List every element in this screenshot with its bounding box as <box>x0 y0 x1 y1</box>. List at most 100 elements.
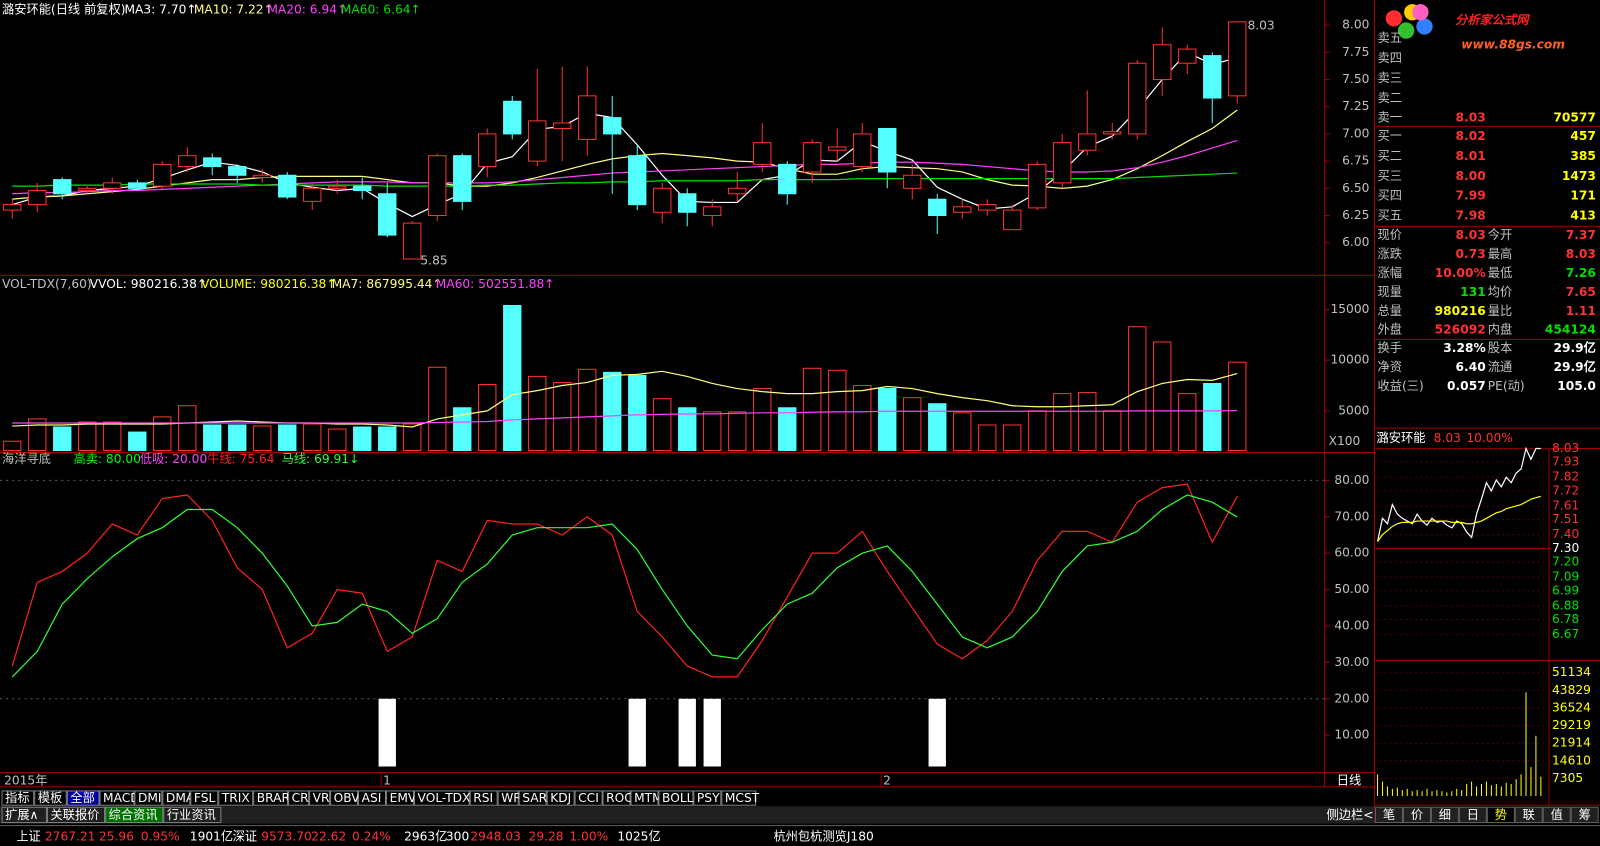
indicator-tab-label[interactable]: CR <box>292 791 310 805</box>
candle-body <box>803 142 822 173</box>
indicator-tab[interactable] <box>162 790 191 806</box>
side-tab-label[interactable]: 日 <box>1467 808 1479 822</box>
side-tab[interactable] <box>1570 806 1599 824</box>
info-tab-label[interactable]: 综合资讯 <box>109 807 158 822</box>
y-tick-label: 8.03 <box>1552 441 1579 455</box>
indicator-tab-label[interactable]: FSL <box>194 791 216 805</box>
indicator-tab-label[interactable]: RSI <box>473 791 493 805</box>
side-tab[interactable] <box>1486 806 1515 824</box>
indicator-tab-label[interactable]: MCST <box>725 791 760 805</box>
stat-label: 均价 <box>1488 285 1512 299</box>
indicator-tab-label[interactable]: 指标 <box>5 790 29 805</box>
y-tick-label: 60.00 <box>1334 546 1369 560</box>
candle-body <box>928 198 947 217</box>
info-tab-label[interactable]: 关联报价 <box>51 807 100 822</box>
volume-bar <box>853 384 872 452</box>
indicator-tab-label[interactable]: VR <box>313 791 330 805</box>
stat-label: 净资 <box>1378 360 1402 374</box>
indicator-tab[interactable] <box>469 790 498 806</box>
indicator-tab-label[interactable]: DMA <box>166 791 195 805</box>
indicator-tab[interactable] <box>386 790 414 806</box>
period-label[interactable]: 日线 <box>1337 773 1361 787</box>
indicator-tab[interactable] <box>358 790 387 806</box>
side-tab-label[interactable]: 联 <box>1523 808 1535 822</box>
info-tab[interactable] <box>1 806 47 824</box>
candle-body <box>578 95 597 140</box>
indicator-tab[interactable] <box>574 790 603 806</box>
info-tab-label[interactable]: 行业资讯 <box>167 808 216 822</box>
indicator-tab[interactable] <box>309 790 331 806</box>
indicator-tab-label[interactable]: BOLL <box>662 791 694 805</box>
indicator-tab[interactable] <box>330 790 359 806</box>
indicator-tab[interactable] <box>602 790 631 806</box>
volume-bar <box>928 403 947 452</box>
indicator-tab[interactable] <box>413 790 470 806</box>
indicator-tab[interactable] <box>99 790 135 806</box>
side-tab-label[interactable]: 值 <box>1551 807 1563 822</box>
stat-label: 内盘 <box>1488 322 1512 337</box>
indicator-tab[interactable] <box>34 790 67 806</box>
indicator-tab-label[interactable]: ASI <box>362 791 382 805</box>
info-tab[interactable] <box>105 806 164 824</box>
indicator-tab[interactable] <box>721 790 757 806</box>
order-label: 卖三 <box>1378 71 1402 85</box>
side-tab[interactable] <box>1514 806 1543 824</box>
indicator-tab-label[interactable]: MTM <box>634 791 663 805</box>
indicator-tab-label[interactable]: EMV <box>390 791 417 805</box>
order-volume: 385 <box>1570 149 1596 163</box>
indicator-tab-label[interactable]: 全部 <box>70 790 94 805</box>
indicator-tab[interactable] <box>253 790 289 806</box>
indicator-tab-label[interactable]: SAR <box>522 791 547 805</box>
indicator-tab-label[interactable]: TRIX <box>221 791 250 805</box>
info-tab[interactable] <box>163 806 222 824</box>
y-tick-label: 6.00 <box>1342 235 1369 249</box>
volume-bar <box>3 440 22 452</box>
indicator-tab[interactable] <box>518 790 547 806</box>
order-volume: 171 <box>1570 189 1596 203</box>
indicator-tab-label[interactable]: KDJ <box>550 791 571 805</box>
side-tab-label[interactable]: 筹 <box>1579 808 1591 822</box>
indicator-tab-label[interactable]: VOL-TDX <box>418 791 471 805</box>
indicator-tab[interactable] <box>218 790 254 806</box>
volume-bar <box>53 426 72 452</box>
indicator-tab-label[interactable]: MACD <box>103 791 140 805</box>
info-tab-label[interactable]: 扩展∧ <box>5 808 38 822</box>
indicator-tab[interactable] <box>693 790 722 806</box>
volume-bar <box>603 371 622 452</box>
side-tab[interactable] <box>1458 806 1487 824</box>
candle-body <box>653 187 672 213</box>
side-tab-label[interactable]: 势 <box>1495 808 1507 822</box>
indicator-tab-label[interactable]: PSY <box>697 791 720 805</box>
y-tick-label: 7.72 <box>1552 483 1579 497</box>
indicator-tab[interactable] <box>658 790 694 806</box>
indicator-tab-label[interactable]: ROC <box>606 791 633 805</box>
indicator-tab[interactable] <box>190 790 219 806</box>
side-tab[interactable] <box>1375 806 1403 824</box>
indicator-tab-label[interactable]: DMI <box>138 791 162 805</box>
indicator-tab-label[interactable]: CCI <box>578 791 599 805</box>
indicator-tab[interactable] <box>1 790 35 806</box>
side-tab-label[interactable]: 价 <box>1411 808 1423 822</box>
side-tab[interactable] <box>1402 806 1431 824</box>
stat-value: 29.9亿 <box>1554 359 1596 374</box>
sidebar-toggle[interactable]: 侧边栏< <box>1327 807 1374 822</box>
indicator-tab[interactable] <box>288 790 310 806</box>
indicator-tab[interactable] <box>134 790 163 806</box>
side-tab-label[interactable]: 细 <box>1439 808 1451 822</box>
indicator-tab[interactable] <box>630 790 659 806</box>
side-tab[interactable] <box>1430 806 1459 824</box>
indicator-tab[interactable] <box>66 790 100 806</box>
indicator-tab-label[interactable]: 模板 <box>38 791 62 805</box>
indicator-tab[interactable] <box>497 790 519 806</box>
side-tab[interactable] <box>1542 806 1571 824</box>
indicator-tab-label[interactable]: WR <box>501 791 522 805</box>
info-tab[interactable] <box>46 806 106 824</box>
order-label: 买一 <box>1378 129 1402 143</box>
indicator-tab-label[interactable]: OBV <box>334 791 361 805</box>
side-tab-label[interactable]: 笔 <box>1383 807 1395 822</box>
volume-bar <box>953 412 972 452</box>
indicator-tab[interactable] <box>546 790 575 806</box>
indicator-tab-label[interactable]: BRAR <box>257 791 291 805</box>
y-tick-label: 6.88 <box>1552 598 1579 612</box>
